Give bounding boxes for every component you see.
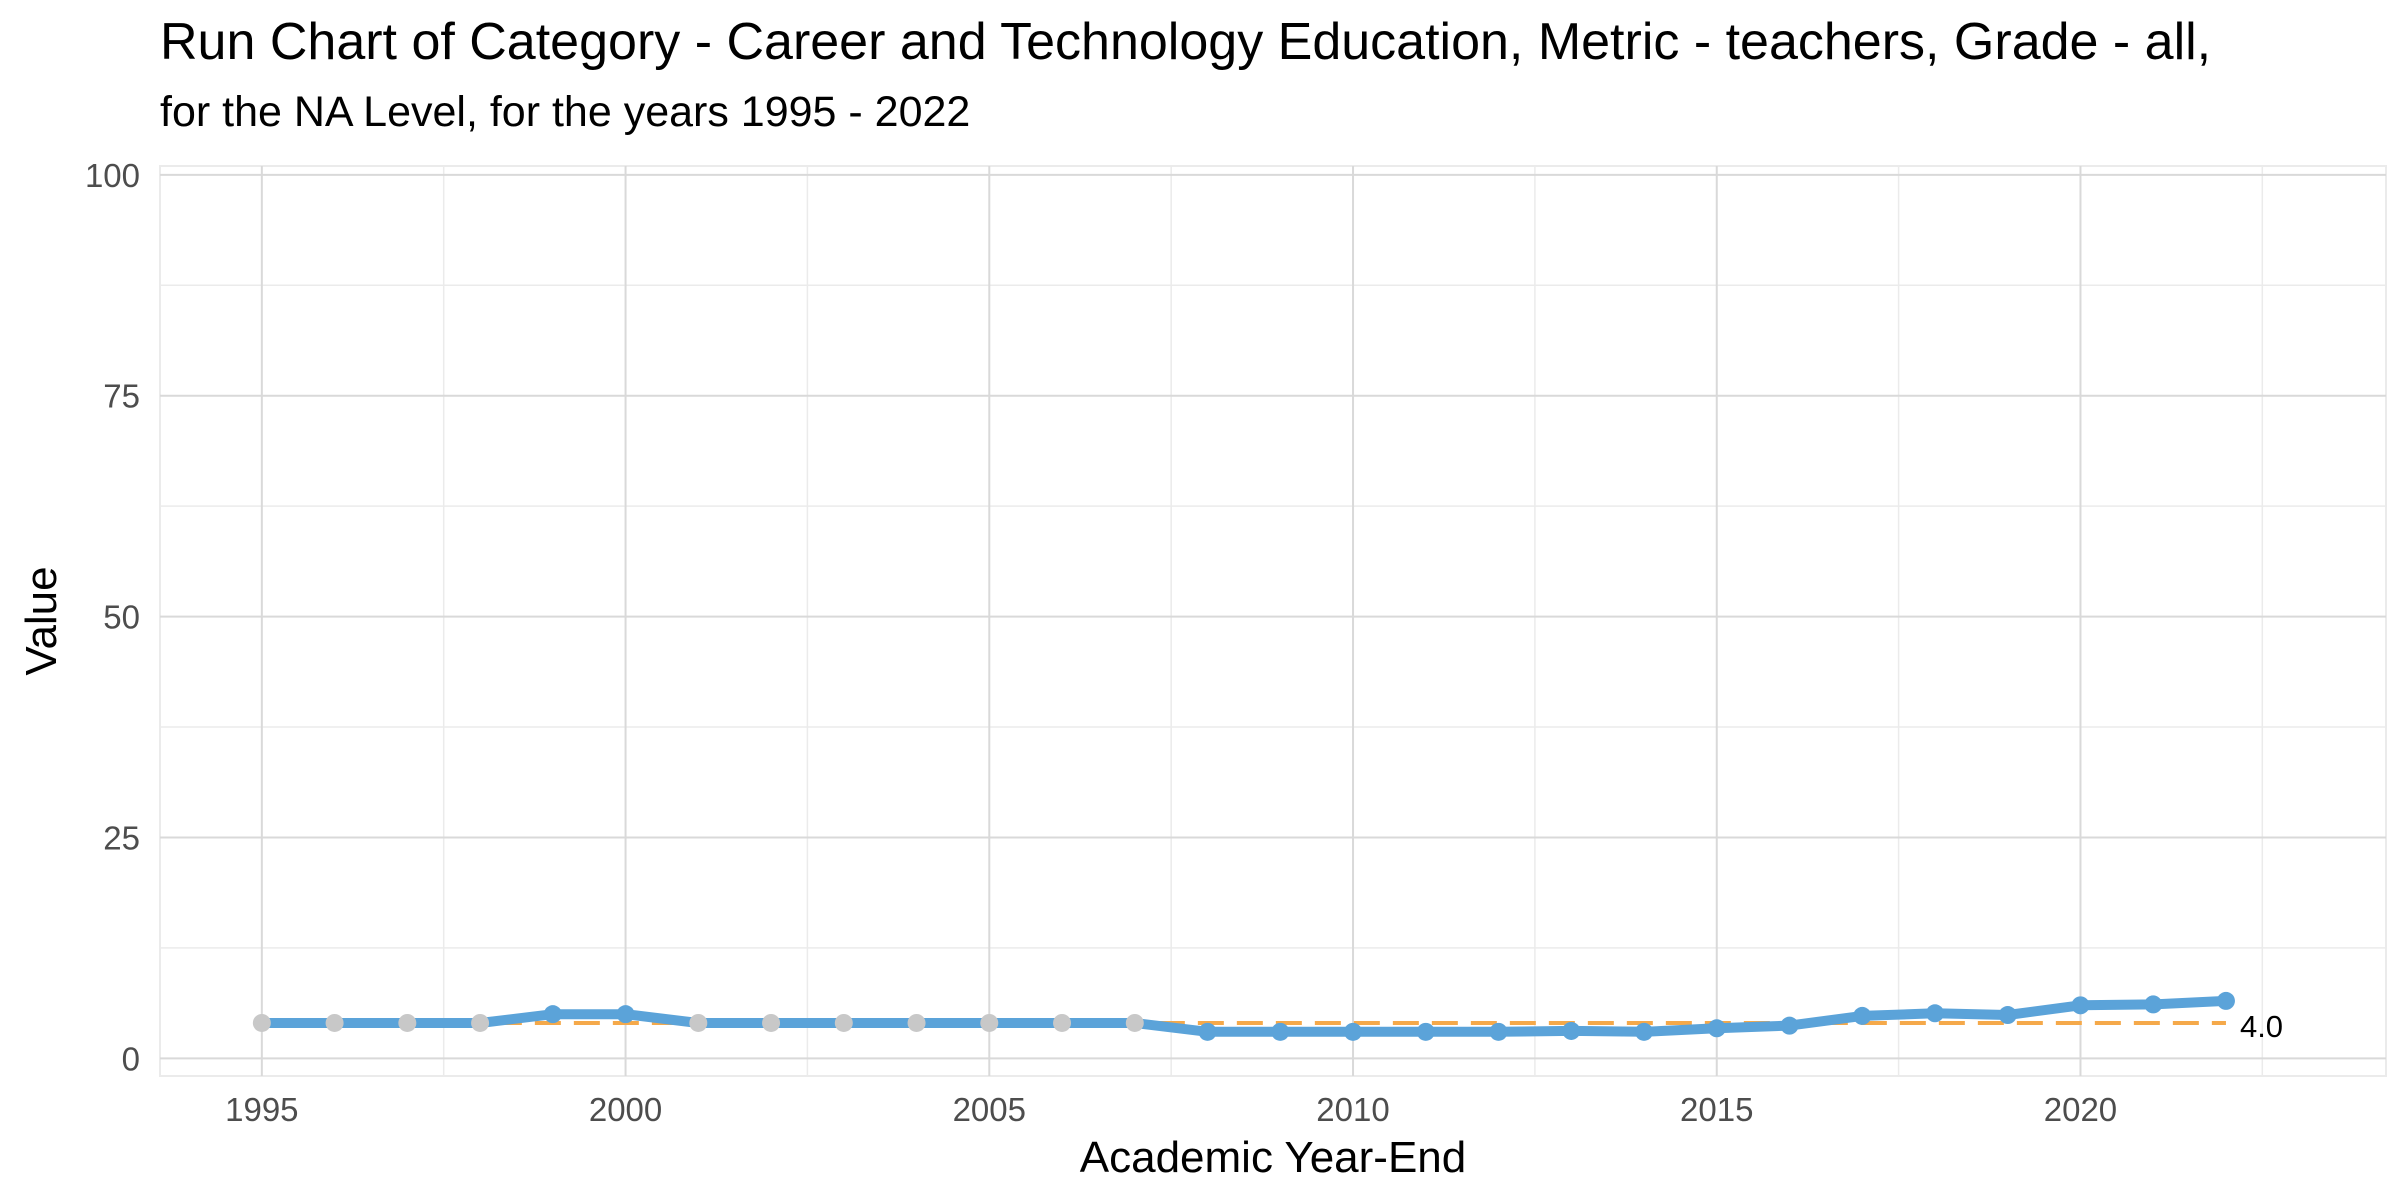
data-point [543,1005,562,1024]
chart-title: Run Chart of Category - Career and Techn… [160,13,2212,71]
y-tick-label: 100 [85,157,140,194]
data-point [1853,1006,1872,1025]
x-tick-label: 2000 [589,1091,662,1128]
data-point [398,1013,417,1032]
points-layer [252,991,2235,1041]
x-axis-title: Academic Year-End [1080,1133,1466,1182]
y-tick-label: 75 [103,378,140,415]
data-point [1925,1004,1944,1023]
data-point [1198,1022,1217,1041]
x-tick-label: 2015 [1680,1091,1753,1128]
data-point [616,1005,635,1024]
data-point [689,1013,708,1032]
data-point [834,1013,853,1032]
data-point [980,1013,999,1032]
data-point [1489,1022,1508,1041]
data-point [252,1013,271,1032]
data-point [1562,1021,1581,1040]
data-point [1053,1013,1072,1032]
data-point [325,1013,344,1032]
data-point [471,1013,490,1032]
data-point [1998,1006,2017,1025]
series-line [256,995,2231,1037]
minor-gridlines [160,166,2386,1076]
data-point [1125,1013,1144,1032]
y-tick-label: 50 [103,599,140,636]
data-point [1416,1022,1435,1041]
x-tick-label: 2010 [1316,1091,1389,1128]
chart-subtitle: for the NA Level, for the years 1995 - 2… [160,88,971,136]
data-point [2216,991,2235,1010]
plot-background [159,165,2387,1077]
data-point [1635,1022,1653,1041]
plot-panel [159,165,2387,1077]
data-point [1271,1022,1290,1041]
major-gridlines [160,166,2386,1076]
labels-layer: 4.0 [2240,1009,2283,1044]
data-point [1707,1019,1726,1038]
data-point [1344,1022,1363,1041]
data-point [2144,995,2163,1014]
data-point [1780,1016,1799,1035]
data-point [907,1013,926,1032]
series-layer [256,995,2231,1037]
x-tick-label: 1995 [225,1091,298,1128]
median-value-label: 4.0 [2240,1009,2283,1044]
data-point [762,1013,781,1032]
x-tick-label: 2020 [2044,1091,2117,1128]
data-point [2071,996,2090,1015]
tick-labels: 1995 2000 2005 2010 2015 2020 0 25 50 75 100 [85,157,2117,1128]
x-tick-label: 2005 [953,1091,1026,1128]
y-tick-label: 0 [122,1040,140,1077]
y-axis-title: Value [17,566,66,675]
y-tick-label: 25 [103,819,140,856]
